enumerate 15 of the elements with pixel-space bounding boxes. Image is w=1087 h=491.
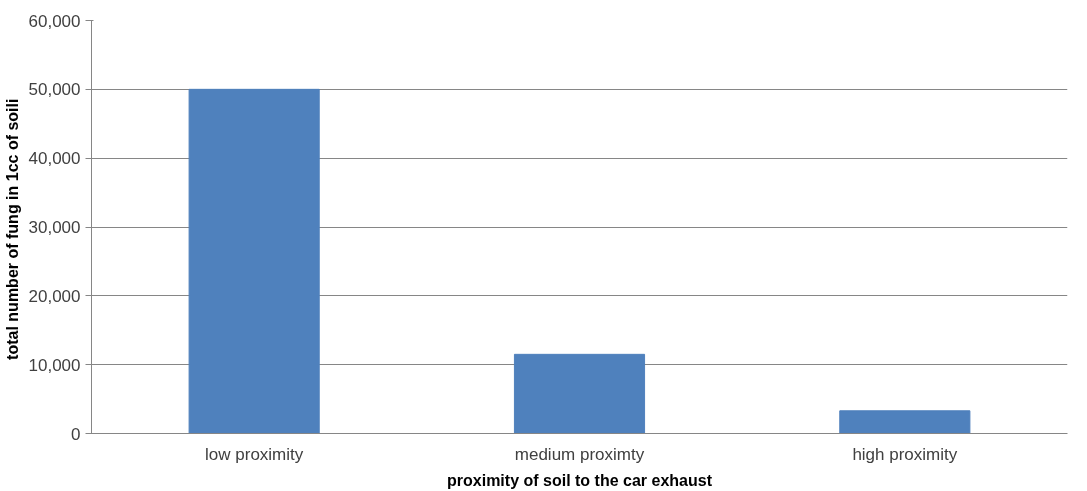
x-tick-label: medium proximty: [514, 444, 645, 464]
y-tick-label: 60,000: [28, 11, 81, 31]
bar: [188, 88, 320, 434]
bar: [513, 353, 646, 434]
y-tick-label: 40,000: [28, 149, 81, 169]
x-axis-title: proximity of soil to the car exhaust: [447, 471, 713, 489]
bar: [839, 410, 971, 434]
y-tick-label: 0: [71, 424, 81, 444]
y-tick-label: 30,000: [28, 218, 81, 237]
y-axis-title: total number of fung in 1cc of soili: [3, 98, 21, 360]
x-tick-label: high proximity: [852, 444, 958, 464]
y-tick-label: 20,000: [28, 286, 81, 306]
x-tick-label: low proximity: [205, 444, 304, 464]
y-tick-label: 10,000: [28, 355, 81, 375]
y-tick-label: 50,000: [28, 80, 81, 100]
